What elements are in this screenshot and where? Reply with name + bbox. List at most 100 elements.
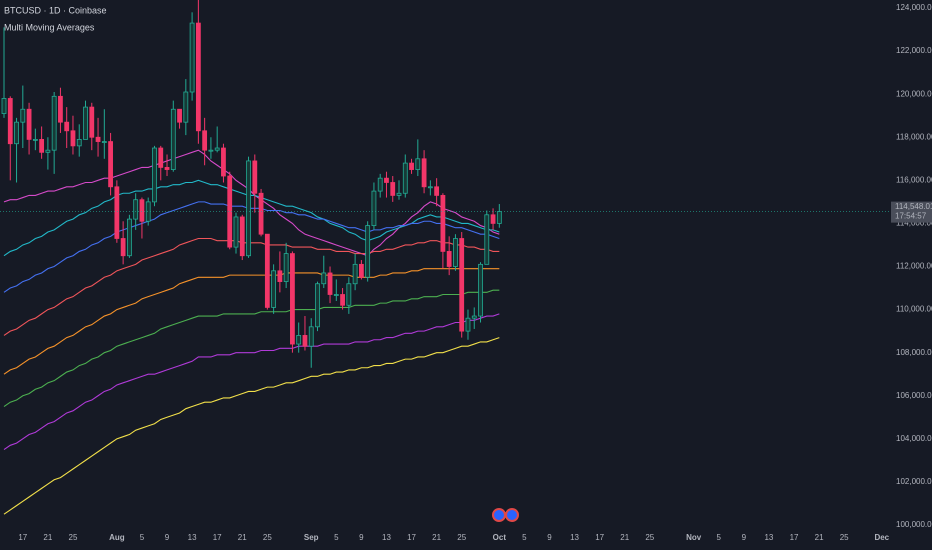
candle-body (402, 162, 408, 194)
candle-body (421, 158, 427, 188)
x-tick-label: 9 (742, 533, 747, 542)
x-tick-label: 13 (570, 533, 579, 542)
candle-body (446, 251, 452, 267)
candle-body (1, 98, 7, 114)
x-tick-label: 13 (382, 533, 391, 542)
candle-body (365, 225, 371, 278)
candle-body (183, 91, 189, 123)
x-tick-label: Nov (686, 533, 702, 542)
x-tick-label: Aug (109, 533, 125, 542)
x-tick-label: Sep (304, 533, 319, 542)
candle-body (233, 216, 239, 248)
candle-body (496, 211, 502, 224)
candle-body (315, 283, 320, 328)
event-flags (492, 508, 519, 522)
candle-body (333, 294, 339, 296)
candle-body (252, 160, 258, 194)
candle-body (95, 136, 101, 142)
candle-body (296, 335, 302, 345)
candle-body (14, 121, 19, 145)
candle-body (377, 177, 383, 192)
candle-body (465, 317, 471, 332)
candle-body (371, 190, 377, 226)
x-tick-label: 9 (547, 533, 552, 542)
candle-body (358, 263, 364, 278)
candle-body (20, 108, 26, 123)
candle-body (258, 192, 264, 235)
event-flag[interactable] (505, 508, 519, 522)
candle-body (76, 139, 82, 147)
x-tick-label: 13 (764, 533, 773, 542)
candle-body (189, 22, 195, 93)
x-tick-label: 13 (188, 533, 197, 542)
candle-body (51, 95, 57, 151)
candle-body (133, 199, 139, 220)
x-tick-label: 5 (334, 533, 339, 542)
y-tick-label: 104,000.00 (896, 434, 932, 443)
candle-body (158, 147, 164, 168)
x-tick-label: 9 (359, 533, 364, 542)
y-tick-label: 110,000.00 (896, 305, 932, 314)
candle-body (26, 108, 32, 140)
candle-body (308, 326, 314, 347)
candle-body (221, 147, 226, 177)
last-price-label: 114,548.01 (895, 202, 932, 211)
x-tick-label: 21 (815, 533, 824, 542)
moving-average-line (3, 268, 500, 375)
x-tick-label: 5 (522, 533, 527, 542)
candle-body (390, 182, 396, 196)
moving-average-line (3, 201, 500, 293)
x-tick-label: 25 (645, 533, 654, 542)
y-tick-label: 116,000.00 (896, 175, 932, 184)
x-tick-label: 5 (717, 533, 722, 542)
candle-body (453, 238, 458, 267)
candle-body (164, 167, 170, 170)
candle-body (290, 253, 295, 345)
plot-area (0, 0, 890, 515)
candle-body (459, 238, 465, 332)
candle-body (7, 98, 13, 145)
candle-body (152, 147, 157, 203)
moving-average-line (3, 289, 500, 407)
candle-body (208, 149, 214, 152)
candle-body (145, 201, 151, 222)
chart-title: BTCUSD · 1D · Coinbase (4, 5, 107, 15)
candle-body (170, 108, 176, 170)
candle-body (246, 160, 251, 257)
x-tick-label: 25 (263, 533, 272, 542)
candle-body (478, 263, 483, 317)
y-tick-label: 118,000.00 (896, 132, 932, 141)
candle-body (490, 214, 496, 224)
candle-body (83, 106, 88, 140)
x-tick-label: 25 (457, 533, 466, 542)
candle-body (327, 272, 333, 295)
x-tick-label: 17 (18, 533, 27, 542)
candle-body (195, 22, 201, 132)
candle-body (346, 283, 352, 306)
candle-body (409, 162, 414, 170)
event-flag[interactable] (492, 508, 506, 522)
y-tick-label: 114,000.00 (896, 219, 932, 228)
candle-body (214, 147, 220, 151)
candle-body (471, 315, 477, 319)
candle-body (302, 335, 308, 347)
candle-body (340, 294, 345, 306)
candle-body (440, 195, 446, 252)
x-tick-label: 21 (432, 533, 441, 542)
y-tick-label: 106,000.00 (896, 391, 932, 400)
y-tick-label: 112,000.00 (896, 262, 932, 271)
candle-body (70, 130, 76, 147)
x-tick-label: 17 (213, 533, 222, 542)
y-tick-label: 102,000.00 (896, 477, 932, 486)
y-tick-label: 108,000.00 (896, 348, 932, 357)
candle-body (177, 108, 182, 123)
countdown-label: 17:54:57 (895, 212, 927, 221)
candle-body (32, 139, 38, 141)
x-tick-label: Dec (874, 533, 889, 542)
x-tick-label: Oct (493, 533, 507, 542)
x-tick-label: 17 (790, 533, 799, 542)
x-tick-label: 17 (407, 533, 416, 542)
